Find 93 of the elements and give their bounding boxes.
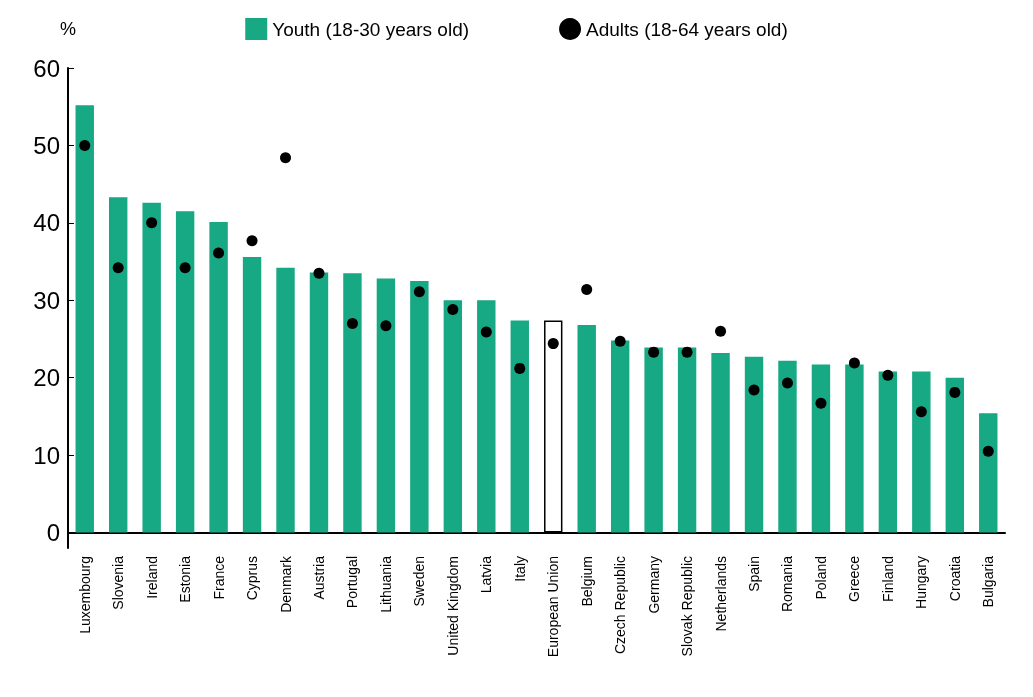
x-tick-label: Latvia [478, 555, 495, 594]
point [715, 325, 727, 337]
bar [443, 300, 463, 533]
bar [610, 340, 630, 533]
bar [376, 278, 396, 533]
legend-label: Adults (18-64 years old) [586, 18, 788, 40]
point [346, 317, 358, 329]
bar [510, 320, 529, 533]
bar [811, 364, 831, 533]
point [213, 247, 225, 259]
x-tick-label: Spain [746, 556, 763, 592]
bar [209, 222, 228, 533]
x-tick-label: Finland [879, 556, 896, 602]
y-axis-title: % [59, 19, 77, 39]
point [781, 377, 793, 389]
bar [477, 300, 496, 533]
point [413, 286, 425, 298]
x-tick-label: Germany [645, 556, 662, 614]
point [547, 338, 559, 350]
x-tick-label: Estonia [177, 555, 194, 603]
x-tick-label: Luxembourg [76, 556, 93, 634]
point [848, 357, 860, 369]
bar [108, 197, 128, 533]
bar [878, 371, 898, 533]
x-tick-label: Bulgaria [980, 555, 997, 608]
point [246, 235, 258, 247]
y-tick-label: 30 [33, 286, 60, 314]
x-tick-label: Sweden [411, 556, 428, 607]
point [882, 369, 894, 381]
point [982, 445, 994, 457]
point [614, 335, 626, 347]
x-tick-label: Ireland [143, 556, 160, 599]
x-tick-label: Cyprus [244, 556, 261, 601]
x-tick-label: France [210, 555, 227, 600]
point [949, 386, 961, 398]
x-tick-label: United Kingdom [444, 556, 461, 656]
bar [276, 267, 295, 533]
point [179, 262, 191, 274]
x-tick-label: Croatia [946, 555, 963, 602]
point [480, 326, 492, 338]
x-tick-label: Greece [846, 555, 863, 602]
point [447, 304, 459, 316]
bar [410, 280, 429, 533]
x-tick-label: Belgium [578, 556, 595, 607]
point [748, 384, 760, 396]
bar [845, 364, 864, 533]
bar [75, 105, 94, 533]
point [514, 362, 526, 374]
x-tick-label: Slovenia [110, 555, 127, 610]
bar [711, 352, 730, 533]
bar [979, 413, 998, 533]
point [280, 152, 292, 164]
y-tick-label: 10 [33, 441, 60, 469]
point [313, 267, 325, 279]
bar [778, 360, 797, 533]
x-tick-label: Netherlands [712, 556, 729, 632]
x-tick-label: Austria [310, 555, 327, 600]
x-tick-label: Denmark [277, 555, 294, 613]
bar [945, 377, 965, 533]
y-tick-label: 50 [33, 131, 60, 159]
point [380, 320, 392, 332]
bar [677, 347, 697, 533]
y-tick-label: 60 [33, 54, 60, 82]
x-tick-label: Poland [812, 556, 829, 600]
bar [309, 272, 329, 533]
x-tick-label: Lithuania [377, 555, 394, 613]
x-tick-label: Hungary [913, 556, 930, 609]
bar [577, 325, 596, 533]
bar [744, 356, 764, 533]
x-tick-label: Czech Republic [612, 556, 629, 655]
point [915, 406, 927, 418]
x-tick-label: Slovak Republic [679, 556, 696, 657]
bar [175, 211, 195, 533]
point [681, 346, 693, 358]
x-tick-label: Romania [779, 555, 796, 613]
x-tick-label: European Union [545, 556, 562, 658]
y-tick-label: 40 [33, 209, 60, 237]
point [815, 397, 827, 409]
bar [912, 371, 931, 533]
bar [142, 202, 161, 533]
bar [242, 256, 262, 533]
bar [343, 273, 362, 533]
point [146, 217, 158, 229]
y-tick-label: 0 [46, 519, 60, 547]
x-tick-label: Italy [511, 556, 528, 582]
point [648, 346, 660, 358]
y-tick-label: 20 [33, 364, 60, 392]
x-tick-label: Portugal [344, 556, 361, 609]
point [112, 262, 124, 274]
bar [644, 347, 663, 533]
point [79, 139, 91, 151]
legend-label: Youth (18-30 years old) [272, 18, 470, 40]
point [581, 283, 593, 295]
